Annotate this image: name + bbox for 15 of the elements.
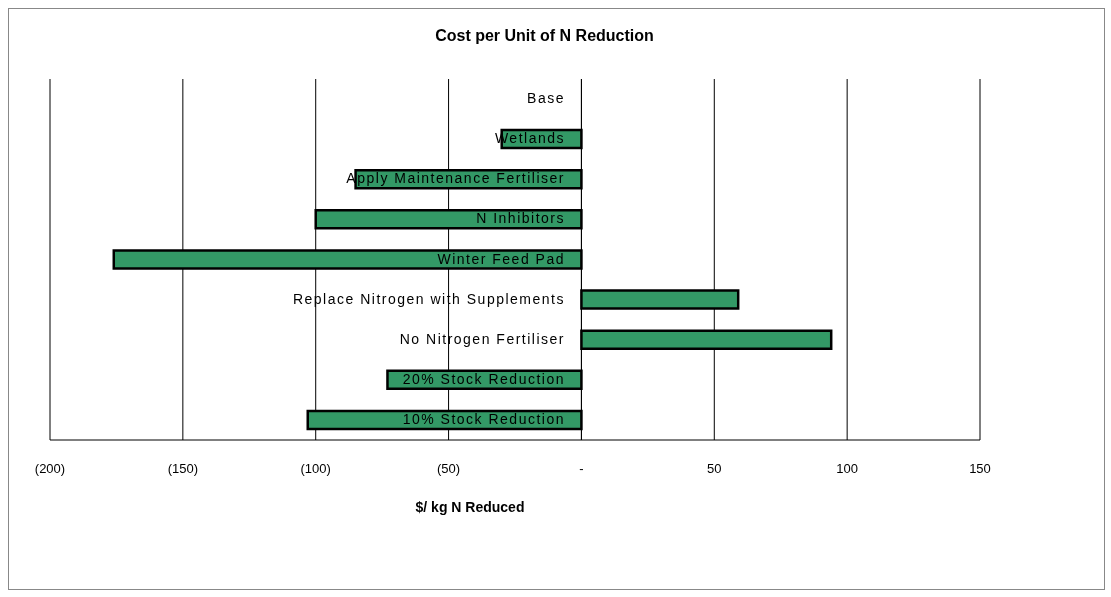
x-tick-label: 150 xyxy=(969,461,991,477)
x-tick-label: 50 xyxy=(707,461,722,477)
chart-title: Cost per Unit of N Reduction xyxy=(434,27,655,45)
x-tick-label: (50) xyxy=(437,461,461,477)
x-tick-label: - xyxy=(579,461,584,477)
x-tick-label: 100 xyxy=(836,461,858,477)
y-tick-label: 20% Stock Reduction xyxy=(402,370,565,387)
x-tick-label: (150) xyxy=(167,461,199,477)
y-tick-label: Winter Feed Pad xyxy=(437,250,565,267)
y-tick-label: Base xyxy=(527,90,565,107)
y-tick-label: N Inhibitors xyxy=(476,210,565,227)
x-tick-label: (200) xyxy=(34,461,66,477)
y-tick-label: 10% Stock Reduction xyxy=(402,410,565,427)
x-tick-label: (100) xyxy=(300,461,331,477)
x-axis-title: $/ kg N Reduced xyxy=(415,499,525,515)
